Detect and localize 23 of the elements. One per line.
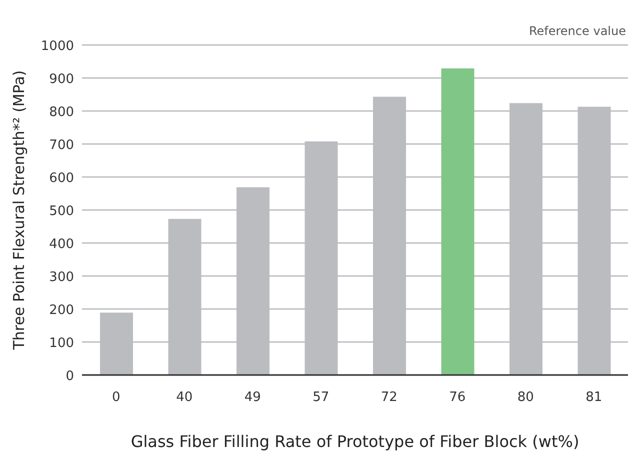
x-tick-label: 57 (312, 390, 330, 405)
text: Reference value (528, 24, 626, 38)
x-tick-label: 81 (586, 390, 602, 405)
bar (441, 68, 474, 375)
x-tick-label: 76 (449, 390, 466, 405)
y-tick-label: 900 (49, 72, 74, 87)
y-axis-title: Three Point Flexural Strength*² (MPa) (10, 70, 28, 351)
x-tick-label: 80 (517, 390, 534, 405)
y-tick-label: 800 (49, 105, 74, 120)
y-tick-label: 300 (49, 270, 74, 285)
x-tick-label: 49 (244, 390, 261, 405)
y-tick-label: 0 (66, 369, 74, 384)
x-axis-title: Glass Fiber Filling Rate of Prototype of Fiber Block (wt%) (130, 432, 580, 451)
x-tick-label: 72 (380, 390, 398, 405)
y-tick-label: 200 (49, 303, 74, 318)
y-tick-label: 500 (49, 204, 74, 219)
y-tick-label: 100 (49, 336, 74, 351)
y-tick-label: 600 (49, 171, 74, 186)
x-tick-label: 0 (112, 390, 120, 405)
y-tick-label: 400 (49, 237, 74, 252)
y-tick-label: 700 (49, 138, 74, 153)
x-tick-label: 40 (176, 390, 193, 405)
y-tick-label: 1000 (40, 39, 74, 54)
